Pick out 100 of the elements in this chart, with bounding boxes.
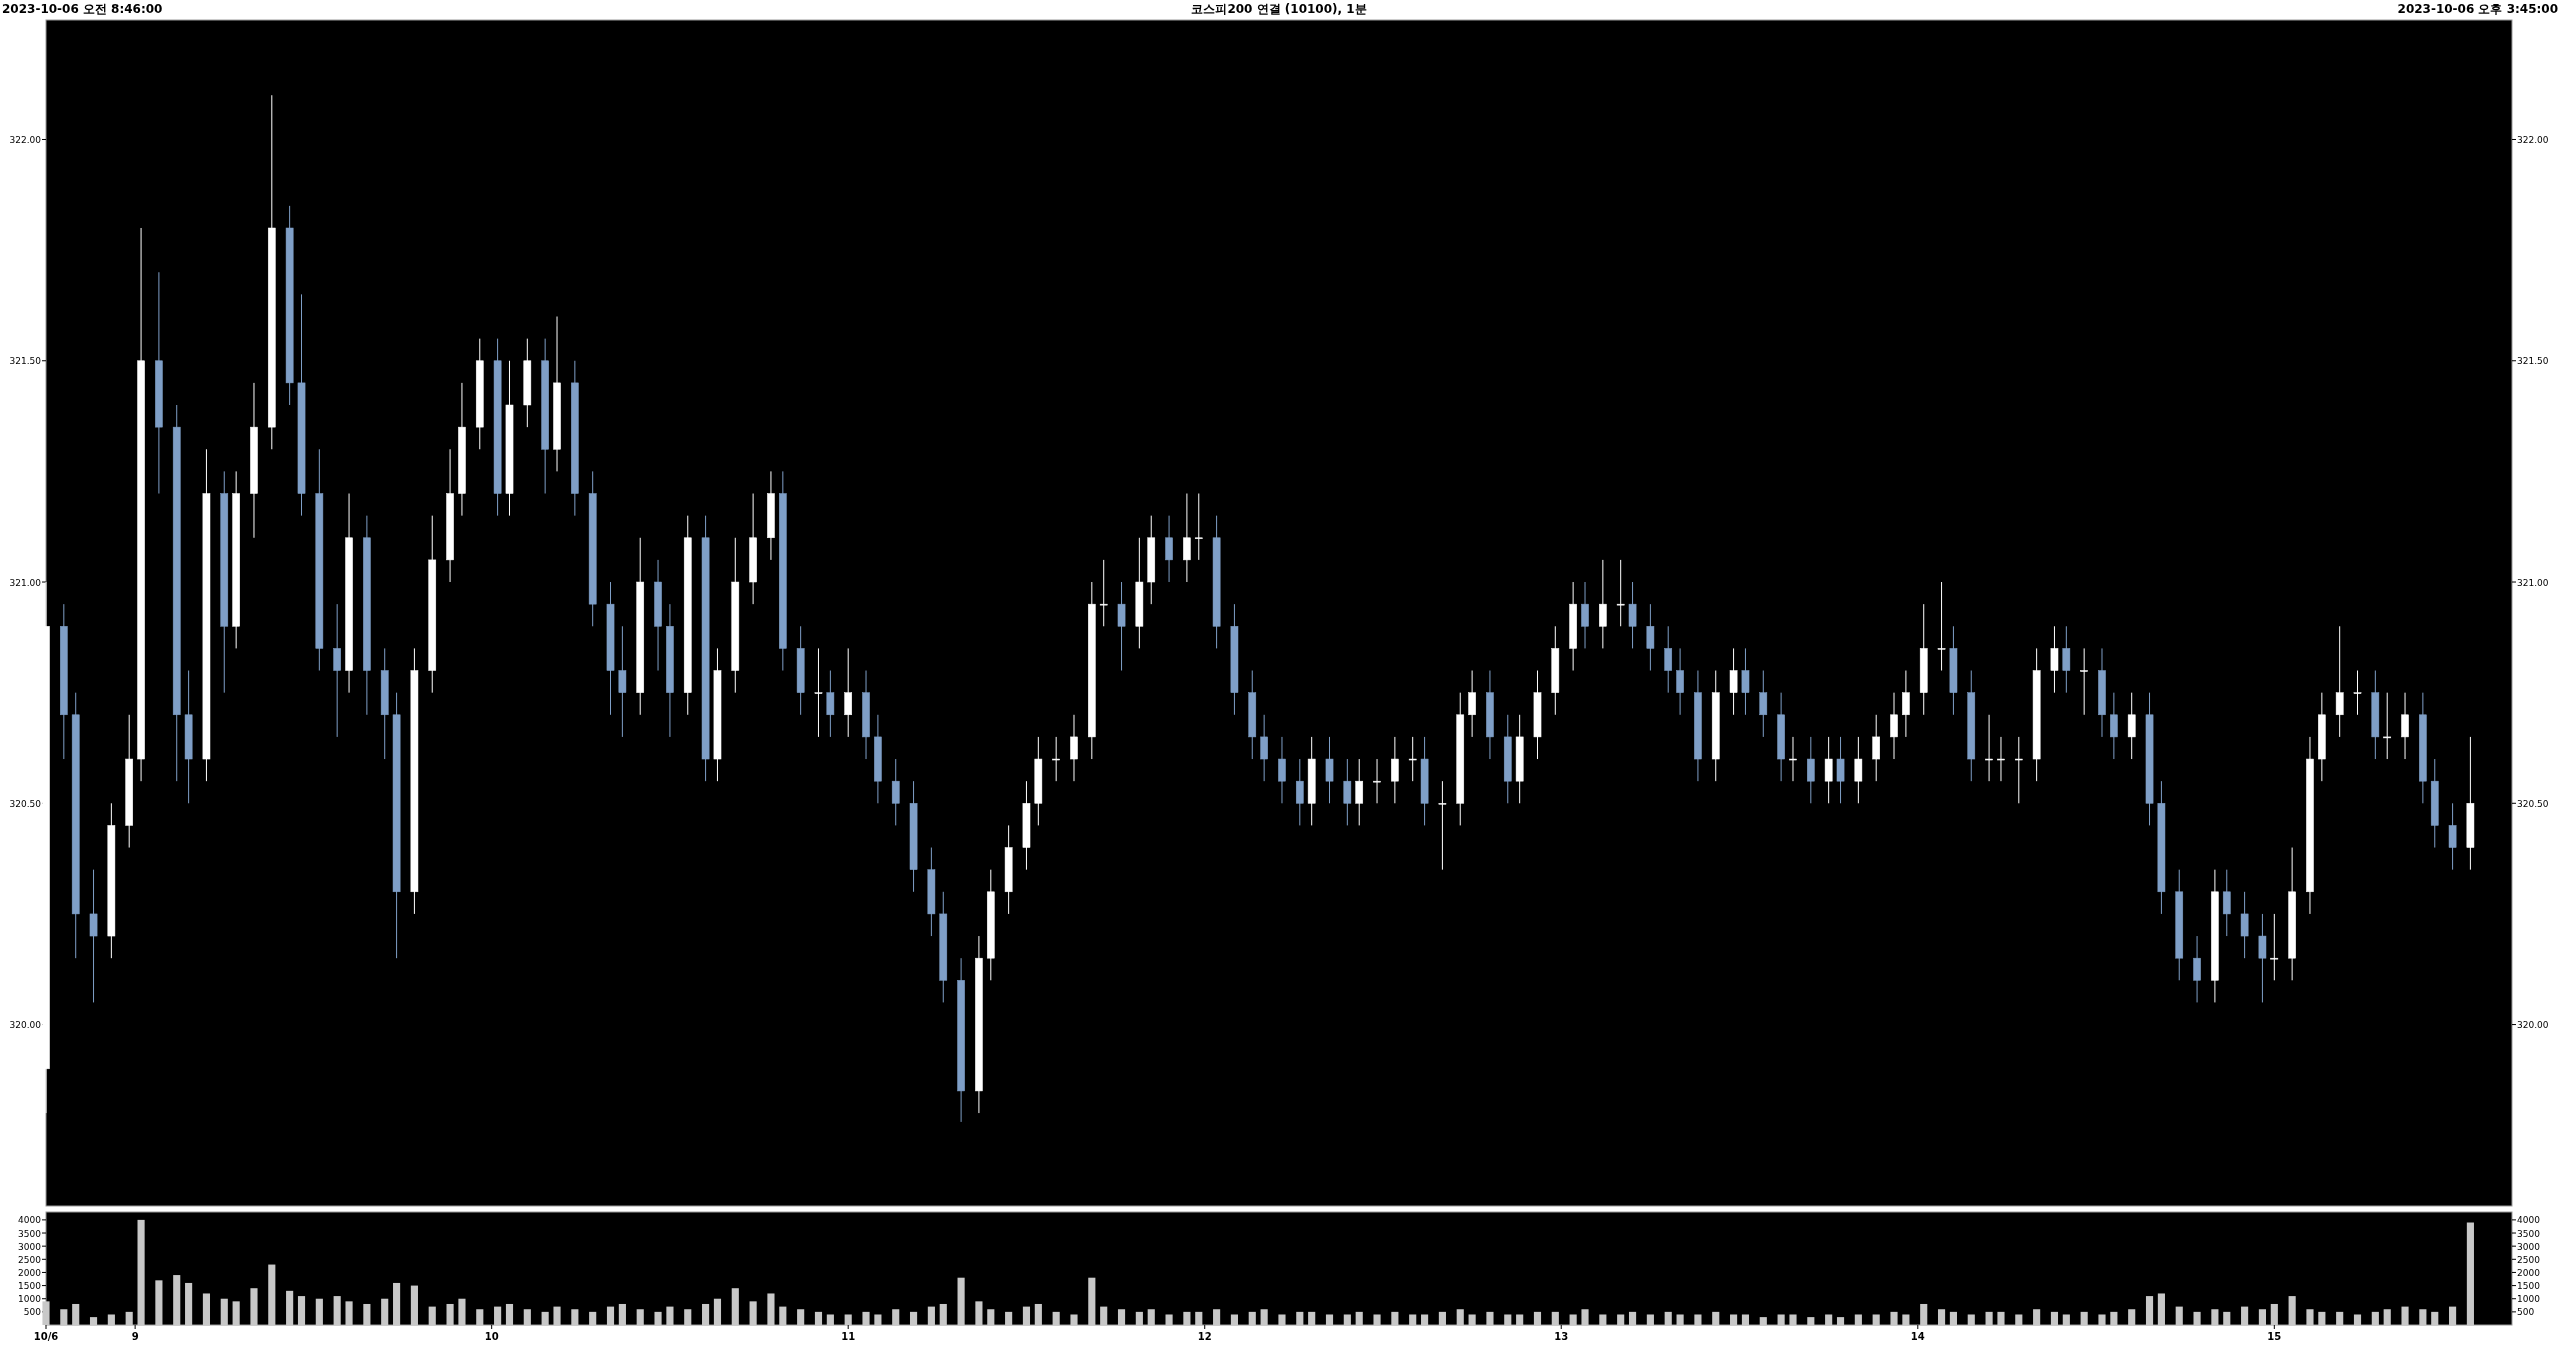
bar bbox=[125, 1311, 133, 1325]
bar bbox=[1676, 1314, 1684, 1325]
bar bbox=[589, 1311, 597, 1325]
bar bbox=[1646, 1314, 1654, 1325]
candlestick bbox=[333, 603, 341, 738]
bar bbox=[874, 1314, 882, 1325]
bar bbox=[1872, 1314, 1880, 1325]
candlestick bbox=[1902, 670, 1910, 738]
bar bbox=[1486, 1311, 1494, 1325]
bar bbox=[1694, 1314, 1702, 1325]
bar bbox=[975, 1301, 983, 1325]
bar bbox=[1278, 1314, 1286, 1325]
x-tick-label: 13 bbox=[1554, 1331, 1569, 1342]
candlestick bbox=[1117, 581, 1126, 672]
bar bbox=[1789, 1314, 1797, 1325]
candlestick bbox=[1194, 493, 1203, 561]
bar bbox=[1468, 1314, 1476, 1325]
bar bbox=[1230, 1314, 1238, 1325]
y-tick-label: 3500 bbox=[18, 1228, 42, 1239]
bar bbox=[749, 1301, 757, 1325]
bar bbox=[571, 1309, 579, 1325]
candlestick bbox=[1646, 603, 1655, 672]
candlestick bbox=[1872, 714, 1880, 782]
y2-tick-label: 3000 bbox=[2517, 1241, 2541, 1252]
candlestick bbox=[89, 869, 98, 1003]
bar bbox=[107, 1314, 115, 1325]
bar bbox=[1551, 1311, 1559, 1325]
x-tick-label: 10 bbox=[484, 1331, 499, 1342]
y2-tick-label: 320.00 bbox=[2517, 1020, 2549, 1031]
bar bbox=[2258, 1309, 2266, 1325]
bar bbox=[345, 1301, 353, 1325]
bar bbox=[1391, 1311, 1399, 1325]
y2-tick-label: 321.50 bbox=[2517, 356, 2549, 367]
bar bbox=[2318, 1311, 2326, 1325]
candlestick bbox=[2383, 692, 2392, 760]
bar bbox=[60, 1309, 68, 1325]
bar bbox=[173, 1275, 181, 1325]
bar bbox=[1628, 1311, 1637, 1325]
bar bbox=[927, 1306, 935, 1325]
bar bbox=[523, 1309, 531, 1325]
bar bbox=[862, 1311, 870, 1325]
bar bbox=[89, 1317, 98, 1325]
bar bbox=[2157, 1293, 2165, 1325]
y-tick-label: 321.00 bbox=[9, 577, 42, 588]
x-tick-label: 14 bbox=[1910, 1331, 1925, 1342]
bar bbox=[1516, 1314, 1524, 1325]
candlestick bbox=[2193, 935, 2201, 1003]
bar bbox=[1117, 1309, 1126, 1325]
candlestick bbox=[1408, 736, 1417, 782]
bar bbox=[1664, 1311, 1672, 1325]
bar bbox=[494, 1306, 502, 1325]
bar bbox=[797, 1309, 805, 1325]
candlestick bbox=[1373, 758, 1381, 804]
bar bbox=[987, 1309, 995, 1325]
bar bbox=[654, 1311, 662, 1325]
bar bbox=[1308, 1311, 1316, 1325]
bar bbox=[844, 1314, 852, 1325]
y-tick-label: 2000 bbox=[18, 1267, 42, 1278]
candlestick bbox=[2080, 647, 2088, 716]
bar bbox=[1807, 1317, 1815, 1325]
bar bbox=[1183, 1311, 1191, 1325]
bar bbox=[1569, 1314, 1577, 1325]
bar bbox=[1997, 1311, 2005, 1325]
bar bbox=[1135, 1311, 1143, 1325]
candlestick bbox=[1729, 647, 1738, 716]
bar bbox=[428, 1306, 436, 1325]
bar bbox=[1373, 1314, 1381, 1325]
bar bbox=[1296, 1311, 1304, 1325]
bar bbox=[2401, 1306, 2409, 1325]
candlestick bbox=[2127, 692, 2136, 760]
candlestick bbox=[1581, 581, 1589, 649]
y2-tick-label: 2000 bbox=[2517, 1267, 2541, 1278]
y2-tick-label: 1500 bbox=[2517, 1281, 2541, 1292]
bar bbox=[2080, 1311, 2088, 1325]
bar bbox=[2193, 1311, 2201, 1325]
candlestick bbox=[618, 625, 627, 738]
candlestick bbox=[1052, 736, 1060, 782]
y2-tick-label: 321.00 bbox=[2517, 577, 2549, 588]
y2-tick-label: 2500 bbox=[2517, 1254, 2541, 1265]
bar bbox=[1005, 1311, 1013, 1325]
bar bbox=[185, 1282, 193, 1325]
bar bbox=[268, 1264, 276, 1325]
bar bbox=[446, 1303, 454, 1325]
bar bbox=[505, 1303, 514, 1325]
bar bbox=[1165, 1314, 1173, 1325]
candlestick bbox=[1741, 647, 1750, 716]
bar bbox=[1456, 1309, 1464, 1325]
candlestick bbox=[1391, 736, 1399, 804]
bar bbox=[892, 1309, 900, 1325]
bar bbox=[1195, 1311, 1203, 1325]
bar bbox=[1504, 1314, 1512, 1325]
bar bbox=[2223, 1311, 2231, 1325]
bar bbox=[2336, 1311, 2344, 1325]
text: 2023-10-06 오전 8:46:00 bbox=[2, 2, 163, 16]
bar bbox=[381, 1298, 389, 1325]
bar bbox=[42, 1301, 50, 1325]
bar bbox=[1985, 1311, 1993, 1325]
bar bbox=[767, 1293, 775, 1325]
bar bbox=[2110, 1311, 2118, 1325]
y2-tick-label: 4000 bbox=[2517, 1215, 2541, 1226]
